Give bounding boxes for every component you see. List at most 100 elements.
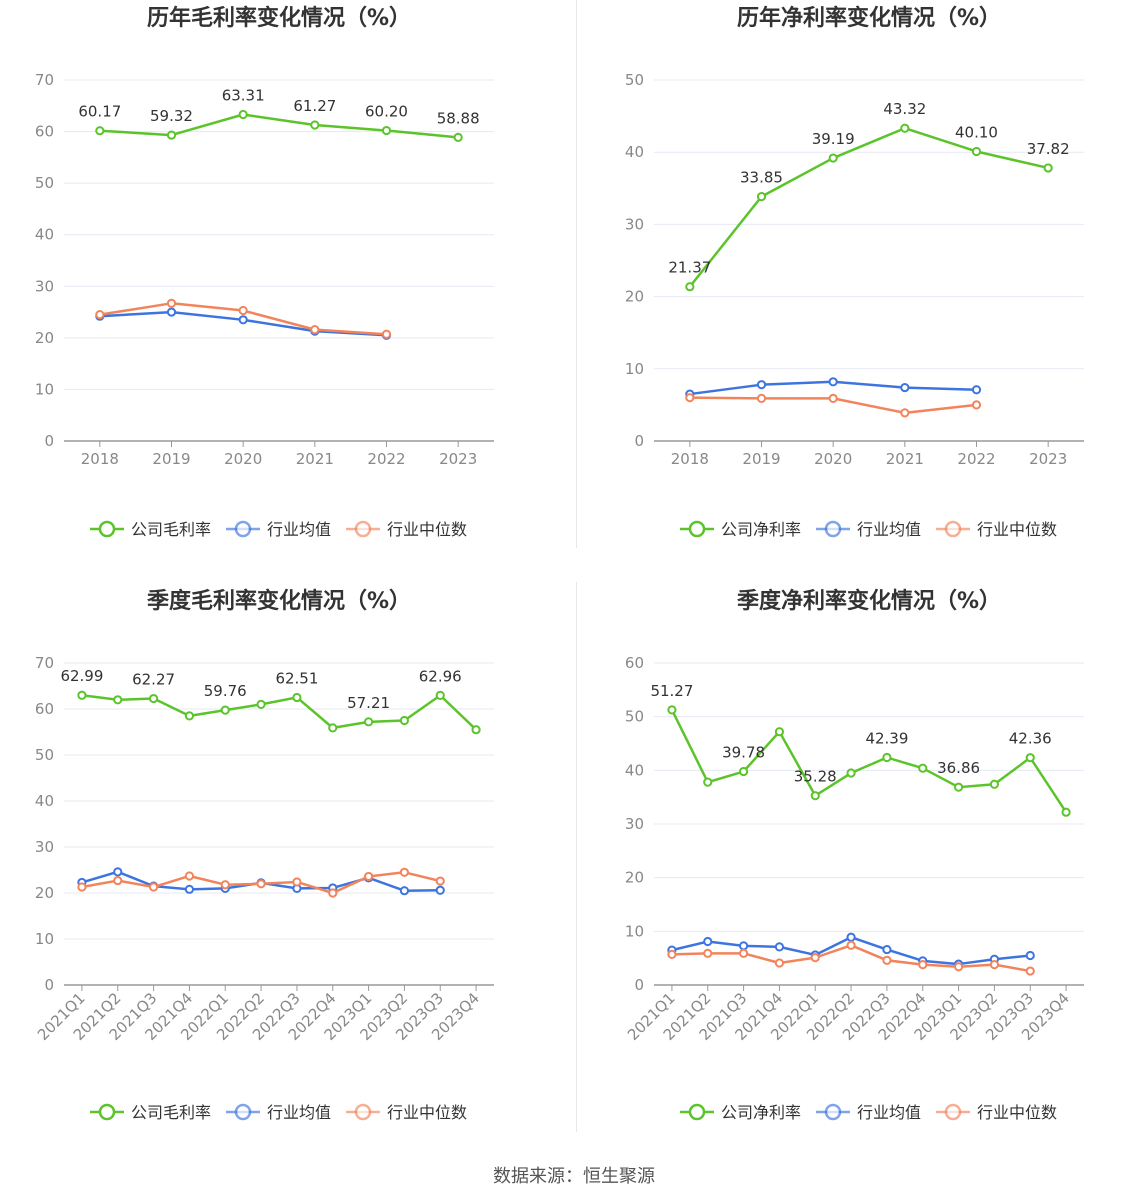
y-tick-label: 0 [44,432,54,450]
y-tick-label: 70 [35,71,54,89]
legend-label: 公司毛利率 [131,1103,211,1122]
data-label: 51.27 [650,682,693,700]
legend-label: 行业均值 [267,1103,331,1122]
data-point [238,305,248,316]
legend-label: 行业中位数 [977,1103,1057,1122]
x-tick-label: 2023 [1029,450,1067,468]
data-point [1025,950,1035,961]
data-point [166,307,177,317]
data-point [453,132,463,142]
data-point [77,882,87,892]
data-point [953,782,964,792]
y-tick-label: 0 [634,976,644,994]
data-point [918,763,928,773]
data-point [667,705,677,715]
data-point [756,192,767,202]
data-point [846,768,856,778]
y-tick-label: 0 [634,432,644,450]
y-tick-label: 60 [35,700,54,718]
y-tick-label: 70 [35,654,54,672]
vertical-divider-top [576,0,577,548]
data-label: 59.76 [204,682,247,700]
data-label: 33.85 [740,169,783,187]
data-point [220,880,230,890]
chart-root: 历年毛利率变化情况（%） 0 10 20 30 40 50 60 70 2018 2019 2020 2… [35,5,494,539]
x-tick-label: 2022 [957,450,995,468]
legend-swatch-marker [354,1103,372,1121]
legend-item: 行业均值 [816,520,921,539]
data-label: 35.28 [794,768,837,786]
y-tick-label: 50 [625,708,644,726]
data-point [363,871,374,882]
quarterly-net-margin-svg: 季度净利率变化情况（%）01020304050602021Q12021Q2202… [624,588,1084,1122]
x-tick-label: 2019 [152,450,190,468]
data-point [774,942,785,952]
data-point [756,380,767,390]
legend-item: 行业中位数 [346,520,467,539]
data-point [846,940,856,950]
data-point [381,125,392,136]
data-point [435,876,445,886]
data-point [113,695,123,705]
annual-gross-margin-svg: 历年毛利率变化情况（%） 0 10 20 30 40 50 60 70 2018 2019 2020 2… [35,5,494,539]
y-tick-label: 10 [35,380,54,398]
data-label: 36.86 [937,759,980,777]
data-point [738,948,749,958]
y-tick-label: 20 [35,329,54,347]
data-label: 40.10 [955,123,998,141]
legend-item: 行业均值 [816,1103,921,1122]
legend-item: 行业中位数 [936,1103,1057,1122]
data-label: 62.99 [60,667,103,685]
data-point [989,960,1000,970]
legend-item: 行业中位数 [346,1103,467,1122]
data-point [667,949,677,960]
chart-quarterly-net-margin: 季度净利率变化情况（%） 0 10 20 30 40 50 60 2021Q1 2021Q2 202… [576,580,1148,1150]
data-point [900,408,910,418]
data-label: 61.27 [293,97,336,115]
data-label: 62.27 [132,671,175,689]
legend-item: 行业均值 [226,520,331,539]
data-point [328,723,338,733]
data-point [328,888,338,898]
y-tick-label: 40 [35,792,54,810]
y-tick-label: 30 [35,838,54,856]
chart-root: 季度毛利率变化情况（%）0102030405060702021Q12021Q22… [34,588,494,1122]
data-point [1043,163,1053,173]
y-tick-label: 20 [625,288,644,306]
chart-title: 历年净利率变化情况（%） [737,5,1001,31]
data-point [900,123,910,133]
data-source-note: 数据来源：恒生聚源 [493,1166,655,1187]
data-point [774,727,785,737]
data-label: 57.21 [347,694,390,712]
legend-label: 行业中位数 [387,1103,467,1122]
data-point [148,882,159,892]
chart-title: 季度毛利率变化情况（%） [147,588,411,614]
y-tick-label: 60 [625,654,644,672]
x-tick-label: 2021 [296,450,334,468]
y-tick-label: 40 [625,143,644,161]
chart-root: 历年净利率变化情况（%） 0 10 20 30 40 50 2018 2019 2020 2021 2… [625,5,1084,539]
legend-swatch-marker [824,1103,842,1121]
x-tick-label: 2020 [814,450,852,468]
legend-label: 行业均值 [267,520,331,539]
data-point [310,120,320,130]
legend-label: 行业均值 [857,520,921,539]
legend-label: 公司净利率 [721,1103,801,1122]
legend-swatch-marker [234,520,252,538]
legend-swatch-marker [688,520,706,538]
chart-annual-net-margin: 历年净利率变化情况（%） 0 10 20 30 40 50 2018 2019 2020 2021 2… [576,0,1148,580]
data-point [95,310,105,320]
quarterly-gross-margin-svg: 季度毛利率变化情况（%）0102030405060702021Q12021Q22… [34,588,494,1122]
data-label: 63.31 [222,87,265,105]
data-label: 39.78 [722,744,765,762]
legend-label: 公司净利率 [721,520,801,539]
y-tick-label: 30 [625,815,644,833]
legend-swatch-marker [98,1103,116,1121]
data-point [756,393,767,404]
data-point [381,329,392,339]
data-point [435,690,445,700]
data-point [184,871,195,881]
data-point [828,393,838,404]
data-point [77,690,87,700]
chart-annual-gross-margin: 历年毛利率变化情况（%） 0 10 20 30 40 50 60 70 2018 2019 2020 2… [0,0,576,580]
